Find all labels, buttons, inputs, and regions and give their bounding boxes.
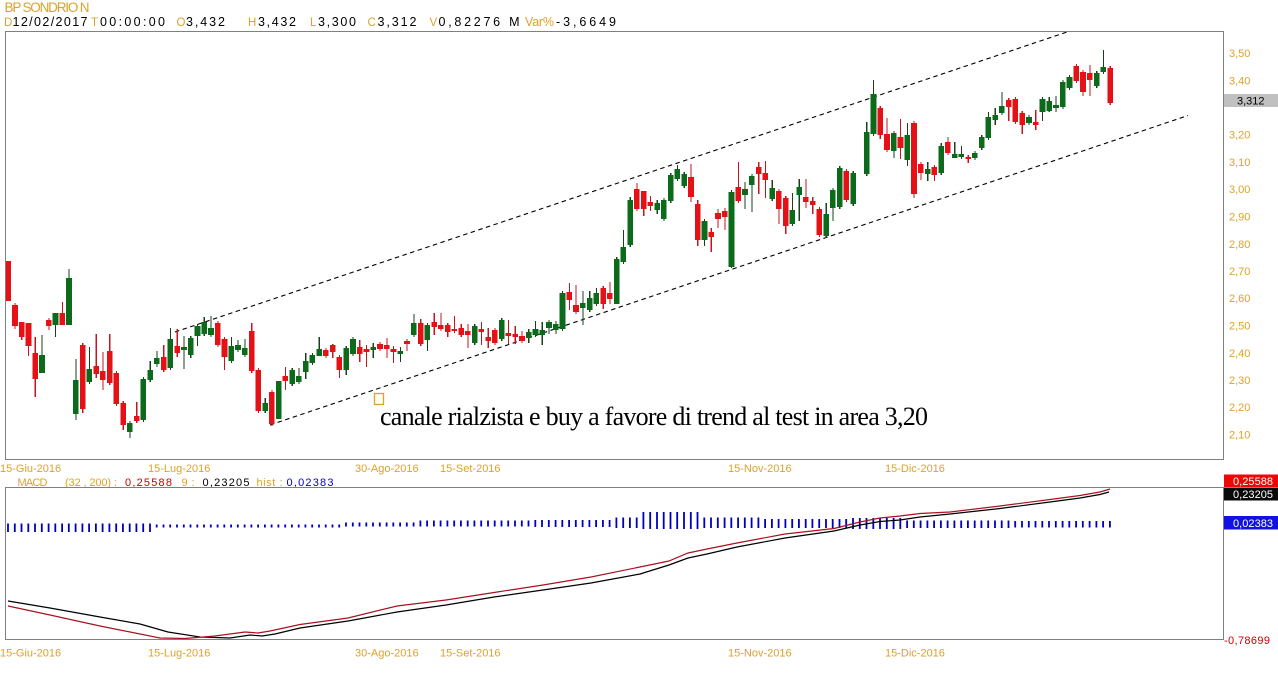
svg-text:H: H — [248, 17, 256, 29]
svg-text:0,25588: 0,25588 — [1233, 476, 1273, 488]
svg-text:3,312: 3,312 — [378, 15, 417, 29]
svg-text:15-Dic-2016: 15-Dic-2016 — [885, 463, 945, 475]
svg-text:15-Nov-2016: 15-Nov-2016 — [728, 648, 792, 660]
svg-text:Var%: Var% — [525, 15, 554, 29]
svg-text:0,82276 M: 0,82276 M — [439, 15, 520, 29]
svg-text:V: V — [430, 17, 438, 29]
svg-text:2,80: 2,80 — [1229, 239, 1250, 251]
svg-text:15-Nov-2016: 15-Nov-2016 — [728, 463, 792, 475]
svg-text:canale rialzista e buy a favor: canale rialzista e buy a favore di trend… — [380, 402, 928, 431]
svg-text:3,312: 3,312 — [1237, 96, 1265, 108]
svg-text:MACD: MACD — [18, 477, 48, 489]
svg-text:2,20: 2,20 — [1229, 402, 1250, 414]
svg-text:C: C — [368, 17, 376, 29]
svg-text:3,50: 3,50 — [1229, 48, 1250, 60]
svg-text:2,30: 2,30 — [1229, 375, 1250, 387]
svg-text:15-Giu-2016: 15-Giu-2016 — [0, 648, 61, 660]
svg-text:9 :: 9 : — [182, 477, 195, 489]
svg-text:-0,78699: -0,78699 — [1224, 635, 1270, 647]
svg-text:2,60: 2,60 — [1229, 293, 1250, 305]
svg-text:15-Dic-2016: 15-Dic-2016 — [885, 648, 945, 660]
svg-text:hist :: hist : — [257, 477, 283, 489]
svg-text:2,90: 2,90 — [1229, 212, 1250, 224]
svg-text:(32 , 200) :: (32 , 200) : — [65, 477, 117, 489]
svg-text:30-Ago-2016: 30-Ago-2016 — [355, 648, 419, 660]
svg-text:2,40: 2,40 — [1229, 348, 1250, 360]
svg-text:3,432: 3,432 — [186, 15, 225, 29]
svg-text:3,40: 3,40 — [1229, 75, 1250, 87]
svg-text:O: O — [177, 17, 186, 29]
svg-text:0,02383: 0,02383 — [287, 477, 334, 489]
svg-text:30-Ago-2016: 30-Ago-2016 — [355, 463, 419, 475]
svg-text:15-Set-2016: 15-Set-2016 — [440, 463, 501, 475]
svg-text:3,00: 3,00 — [1229, 184, 1250, 196]
svg-text:D: D — [4, 17, 12, 29]
svg-text:12/02/2017: 12/02/2017 — [13, 15, 88, 29]
svg-text:2,10: 2,10 — [1229, 430, 1250, 442]
svg-text:L: L — [310, 17, 317, 29]
svg-text:15-Giu-2016: 15-Giu-2016 — [0, 463, 61, 475]
svg-text:T: T — [91, 17, 98, 29]
svg-text:3,10: 3,10 — [1229, 157, 1250, 169]
svg-text:0,25588: 0,25588 — [125, 477, 172, 489]
svg-text:15-Lug-2016: 15-Lug-2016 — [148, 463, 210, 475]
svg-text:BP SONDRIO N: BP SONDRIO N — [5, 0, 90, 15]
svg-text:0,23205: 0,23205 — [203, 477, 250, 489]
svg-text:15-Lug-2016: 15-Lug-2016 — [148, 648, 210, 660]
svg-text:3,300: 3,300 — [318, 15, 356, 29]
svg-text:0,23205: 0,23205 — [1233, 489, 1273, 501]
svg-text:0,02383: 0,02383 — [1233, 518, 1273, 530]
svg-text:3,20: 3,20 — [1229, 130, 1250, 142]
svg-text:3,432: 3,432 — [258, 15, 296, 29]
svg-text:2,70: 2,70 — [1229, 266, 1250, 278]
svg-text:15-Set-2016: 15-Set-2016 — [440, 648, 501, 660]
svg-text:2,50: 2,50 — [1229, 321, 1250, 333]
